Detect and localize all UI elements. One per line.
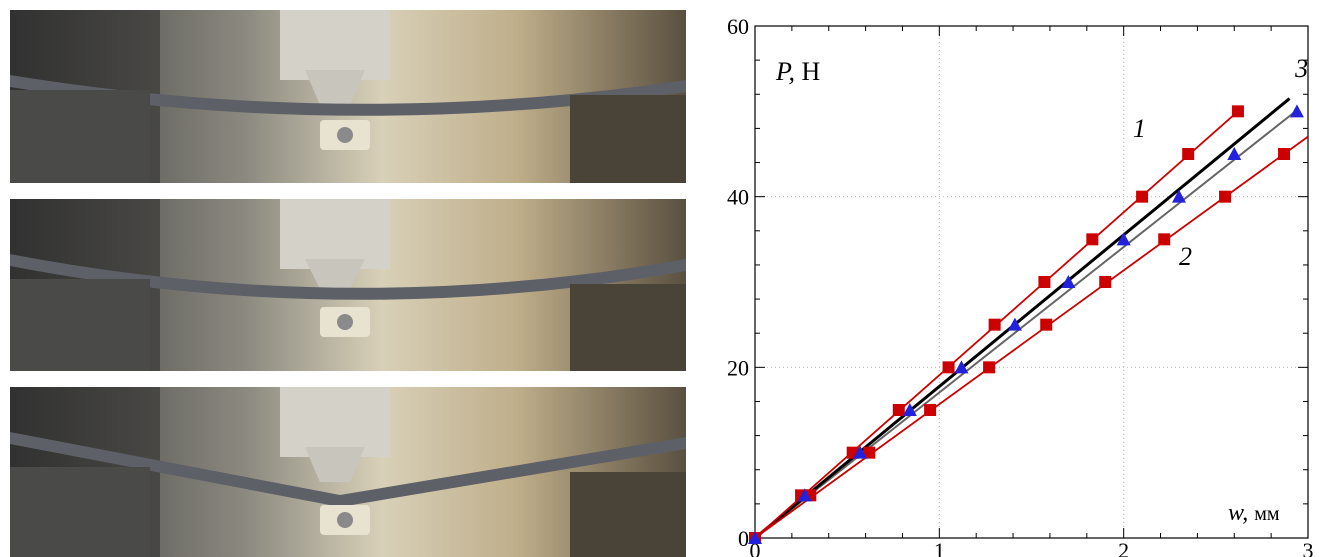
plot-frame bbox=[754, 25, 1309, 539]
curve-label-1: 1 bbox=[1133, 114, 1146, 143]
curve-labels: 1 2 3 bbox=[1133, 54, 1308, 271]
axes bbox=[754, 25, 1309, 539]
photo-2-drawing bbox=[10, 199, 686, 371]
bending-test-photo-2 bbox=[10, 199, 686, 371]
marker-square-series-1 bbox=[1086, 233, 1099, 246]
y-axis-label: P, Н bbox=[775, 57, 821, 86]
marker-triangle-series-3 bbox=[1171, 189, 1186, 203]
marker-triangle-series-3 bbox=[954, 360, 969, 374]
series-lines bbox=[754, 97, 1309, 540]
marker-square-series-1 bbox=[1136, 190, 1149, 203]
marker-square-series-1 bbox=[892, 404, 905, 416]
x-tick-label: 1 bbox=[934, 538, 945, 557]
marker-square-series-2 bbox=[1278, 148, 1291, 160]
grid bbox=[755, 26, 1308, 538]
curve-label-2: 2 bbox=[1179, 242, 1192, 271]
bending-test-photo-3 bbox=[10, 387, 686, 557]
y-tick-label: 40 bbox=[727, 185, 749, 210]
marker-square-series-1 bbox=[1182, 148, 1195, 160]
y-tick-label: 20 bbox=[727, 355, 749, 380]
marker-square-series-1 bbox=[988, 318, 1001, 331]
marker-square-series-1 bbox=[1231, 105, 1244, 118]
x-tick-label: 3 bbox=[1303, 538, 1314, 557]
fit-line-black bbox=[754, 97, 1291, 540]
series-line-2 bbox=[754, 135, 1309, 539]
marker-square-series-1 bbox=[1038, 276, 1051, 288]
series-markers bbox=[748, 104, 1304, 544]
bending-test-photo-1 bbox=[10, 10, 686, 183]
y-tick-label: 0 bbox=[738, 526, 749, 551]
tick-labels: 0 1 2 3 0 20 40 60 bbox=[727, 14, 1314, 557]
photo-1-drawing bbox=[10, 10, 686, 183]
load-deflection-chart: 0 1 2 3 0 20 40 60 1 2 3 P, Н w, мм bbox=[727, 14, 1314, 557]
marker-square-series-2 bbox=[924, 404, 937, 416]
marker-square-series-2 bbox=[983, 361, 996, 374]
marker-square-series-2 bbox=[863, 446, 876, 459]
y-tick-label: 60 bbox=[727, 14, 749, 39]
x-tick-label: 2 bbox=[1118, 538, 1129, 557]
marker-triangle-series-3 bbox=[1227, 147, 1242, 160]
fit-line-grey bbox=[754, 107, 1300, 539]
marker-triangle-series-3 bbox=[902, 403, 917, 416]
marker-triangle-series-3 bbox=[797, 488, 812, 502]
marker-square-series-2 bbox=[1040, 318, 1053, 331]
curve-label-3: 3 bbox=[1294, 54, 1308, 83]
x-tick-label: 0 bbox=[750, 538, 761, 557]
marker-triangle-series-3 bbox=[1007, 317, 1022, 331]
marker-triangle-series-3 bbox=[853, 445, 868, 459]
marker-triangle-series-3 bbox=[1061, 275, 1076, 288]
marker-triangle-series-3 bbox=[1289, 104, 1304, 118]
marker-triangle-series-3 bbox=[1116, 232, 1131, 246]
marker-square-series-2 bbox=[1158, 233, 1171, 246]
marker-square-series-2 bbox=[1219, 190, 1232, 203]
photo-3-drawing bbox=[10, 387, 686, 557]
marker-square-series-2 bbox=[1099, 276, 1112, 288]
marker-triangle-series-3 bbox=[748, 531, 762, 544]
x-axis-label: w, мм bbox=[1228, 500, 1280, 526]
marker-square-series-1 bbox=[942, 361, 955, 374]
